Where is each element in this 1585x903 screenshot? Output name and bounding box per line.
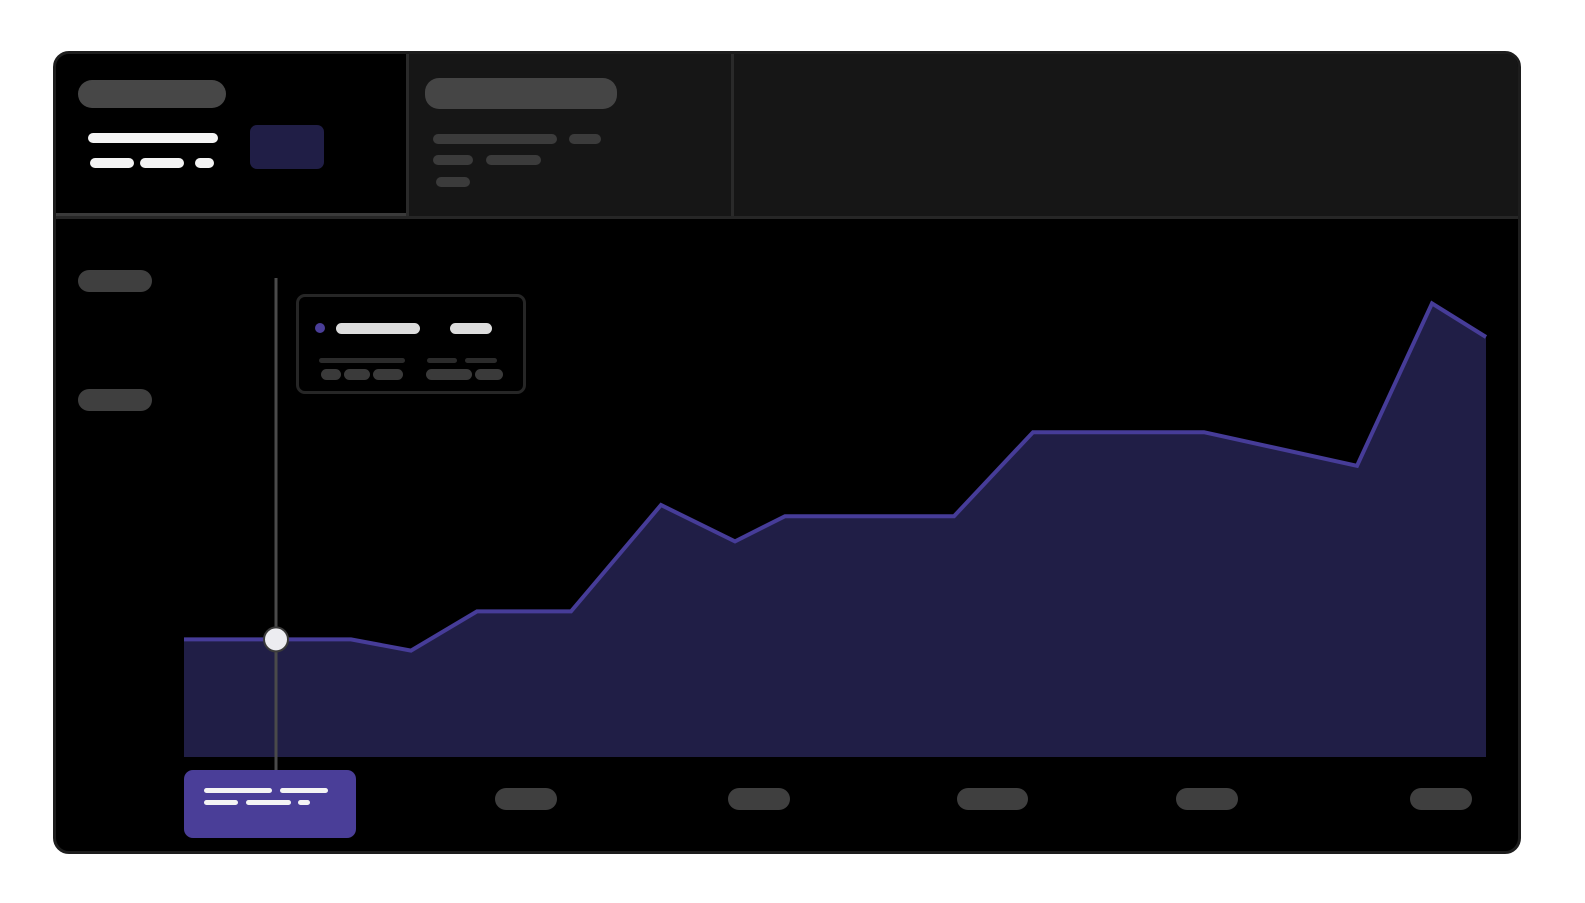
hover-tooltip <box>296 294 526 394</box>
area-chart[interactable] <box>56 54 1518 851</box>
card-detail-segment <box>90 158 134 168</box>
active-label-line <box>204 788 272 793</box>
card-title-placeholder <box>78 80 226 108</box>
x-axis-tick-label <box>957 788 1028 810</box>
card-detail-segment <box>195 158 214 168</box>
x-axis-tick-label <box>1176 788 1238 810</box>
active-label-line <box>246 800 291 805</box>
series-line <box>184 300 1488 653</box>
tooltip-detail-segment <box>321 369 341 380</box>
x-axis-tick-label <box>1410 788 1472 810</box>
card-detail-segment <box>140 158 184 168</box>
tooltip-divider <box>465 358 497 363</box>
secondary-summary-card[interactable] <box>406 54 734 216</box>
active-label-line <box>204 800 238 805</box>
tooltip-value <box>299 297 300 298</box>
period-badge-button[interactable] <box>250 125 324 169</box>
secondary-line <box>486 155 541 165</box>
tooltip-detail-segment <box>373 369 403 380</box>
tooltip-series-name <box>299 297 300 298</box>
secondary-line <box>569 134 601 144</box>
y-axis-label <box>78 389 152 411</box>
tooltip-divider <box>319 358 405 363</box>
tooltip-value-line <box>450 323 492 334</box>
legend-dot-icon <box>315 323 325 333</box>
tooltip-divider <box>427 358 457 363</box>
x-axis-tick-label <box>495 788 557 810</box>
series-area-fill <box>184 303 1486 757</box>
secondary-line <box>433 134 557 144</box>
card-value-line <box>88 133 218 143</box>
tooltip-series-name-line <box>336 323 420 334</box>
secondary-line <box>433 155 473 165</box>
tooltip-detail-segment <box>344 369 370 380</box>
x-axis-active-label[interactable] <box>184 770 356 838</box>
y-axis-label <box>78 270 152 292</box>
summary-header <box>56 54 1518 219</box>
secondary-title-placeholder <box>425 78 617 109</box>
primary-summary-card[interactable] <box>56 54 406 216</box>
active-label-line <box>280 788 328 793</box>
secondary-line <box>436 177 470 187</box>
tooltip-detail <box>299 297 300 298</box>
hover-point-marker[interactable] <box>263 626 289 653</box>
x-axis-tick-label <box>728 788 790 810</box>
active-label-line <box>298 800 310 805</box>
tooltip-detail-segment <box>475 369 503 380</box>
app-window <box>53 51 1521 854</box>
tooltip-detail-segment <box>426 369 472 380</box>
